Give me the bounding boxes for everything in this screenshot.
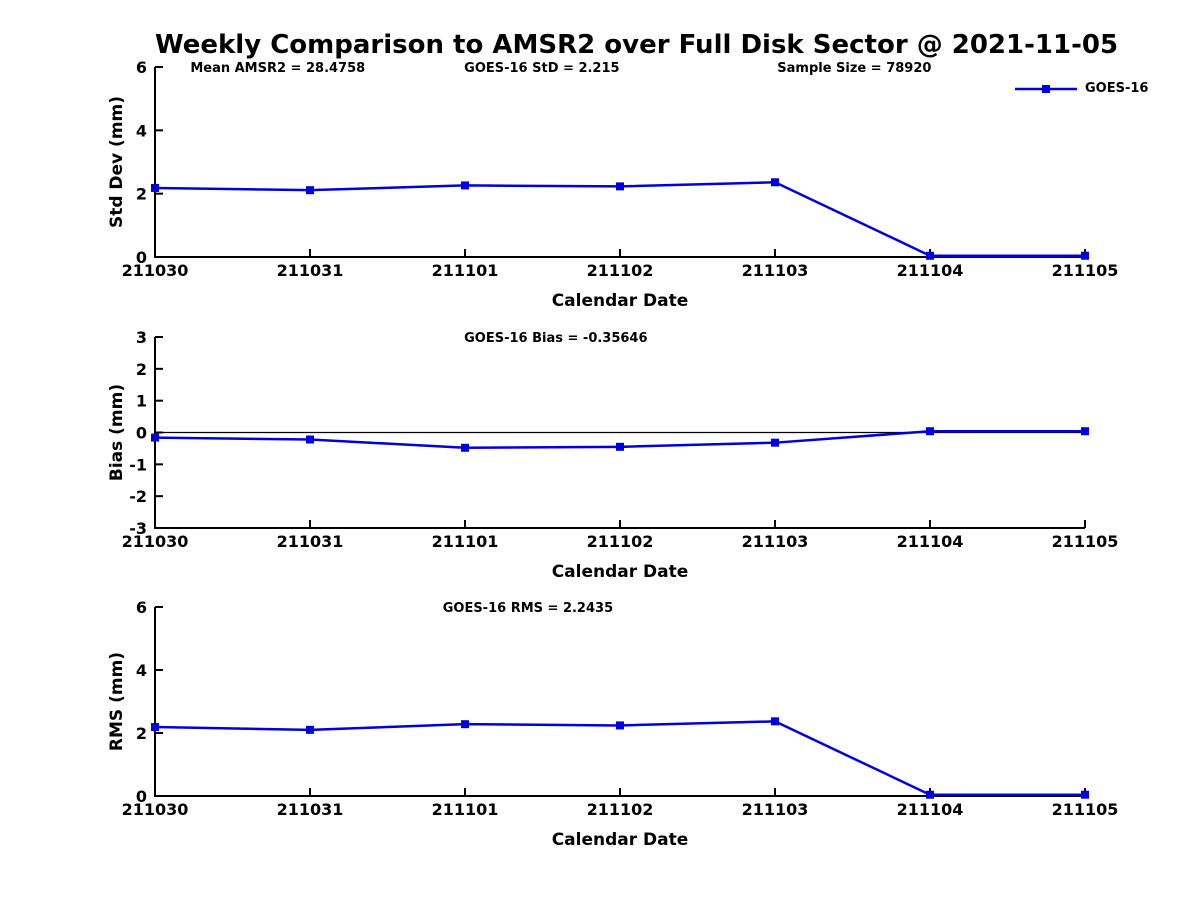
y-tick-label: -2 bbox=[129, 487, 147, 506]
legend: GOES-16 bbox=[1014, 81, 1148, 96]
x-tick-label: 211101 bbox=[432, 800, 499, 819]
rms-data-point-marker bbox=[616, 721, 624, 730]
rms-data-point-marker bbox=[771, 717, 779, 726]
y-tick-label: 6 bbox=[136, 58, 147, 77]
bias-data-point-marker bbox=[1081, 427, 1089, 436]
std-dev-yaxis-label: Std Dev (mm) bbox=[107, 96, 127, 228]
rms-data-point-marker bbox=[151, 723, 159, 732]
std-dev-data-point-marker bbox=[616, 182, 624, 191]
std-dev-series-line bbox=[154, 181, 1085, 257]
y-tick-label: 2 bbox=[136, 724, 147, 743]
x-tick-label: 211102 bbox=[587, 261, 654, 280]
y-tick-label: 6 bbox=[136, 598, 147, 617]
legend-label: GOES-16 bbox=[1085, 81, 1149, 96]
rms-xaxis-label: Calendar Date bbox=[552, 830, 689, 850]
x-tick-label: 211101 bbox=[432, 261, 499, 280]
y-tick-label: 2 bbox=[136, 185, 147, 204]
std-dev-axis-line bbox=[154, 67, 1085, 258]
std-dev-annotation: Mean AMSR2 = 28.4758 bbox=[190, 61, 365, 76]
y-tick-label: -1 bbox=[129, 455, 147, 474]
std-dev-annotation: GOES-16 StD = 2.215 bbox=[464, 61, 619, 76]
y-tick-label: 0 bbox=[136, 787, 147, 806]
bias-data-point-marker bbox=[461, 443, 469, 452]
x-tick-label: 211104 bbox=[897, 261, 964, 280]
bias-data-point-marker bbox=[771, 438, 779, 447]
y-tick-label: 4 bbox=[136, 121, 147, 140]
x-tick-label: 211101 bbox=[432, 532, 499, 551]
x-tick-label: 211102 bbox=[587, 532, 654, 551]
y-tick-label: 1 bbox=[136, 392, 147, 411]
std-dev-data-point-marker bbox=[771, 178, 779, 187]
legend-line-marker-icon bbox=[1015, 84, 1077, 93]
x-tick-label: 211103 bbox=[742, 532, 809, 551]
x-tick-label: 211105 bbox=[1052, 261, 1119, 280]
std-dev-annotation: Sample Size = 78920 bbox=[777, 61, 931, 76]
y-tick-label: 2 bbox=[136, 360, 147, 379]
std-dev-data-point-marker bbox=[306, 186, 314, 195]
y-tick-label: 0 bbox=[136, 248, 147, 267]
std-dev-data-point-marker bbox=[151, 183, 159, 192]
bias-xaxis-label: Calendar Date bbox=[552, 562, 689, 582]
bias-annotation: GOES-16 Bias = -0.35646 bbox=[464, 331, 647, 346]
x-tick-label: 211102 bbox=[587, 800, 654, 819]
rms-axis-line bbox=[154, 607, 1085, 797]
x-tick-label: 211031 bbox=[277, 800, 344, 819]
bias-data-point-marker bbox=[926, 427, 934, 436]
rms-yaxis-label: RMS (mm) bbox=[107, 652, 127, 751]
bias-data-point-marker bbox=[306, 435, 314, 444]
std-dev-xaxis-label: Calendar Date bbox=[552, 291, 689, 311]
figure-title: Weekly Comparison to AMSR2 over Full Dis… bbox=[155, 30, 1119, 60]
std-dev-data-point-marker bbox=[461, 181, 469, 190]
rms-data-point-marker bbox=[306, 725, 314, 734]
x-tick-label: 211105 bbox=[1052, 532, 1119, 551]
x-tick-label: 211105 bbox=[1052, 800, 1119, 819]
bias-yaxis-label: Bias (mm) bbox=[107, 384, 127, 481]
x-tick-label: 211030 bbox=[122, 800, 189, 819]
rms-data-point-marker bbox=[1081, 790, 1089, 799]
rms-annotation: GOES-16 RMS = 2.2435 bbox=[443, 601, 613, 616]
x-tick-label: 211031 bbox=[277, 532, 344, 551]
y-tick-label: -3 bbox=[129, 519, 147, 538]
rms-data-point-marker bbox=[461, 720, 469, 729]
x-tick-label: 211104 bbox=[897, 800, 964, 819]
bias-data-point-marker bbox=[151, 433, 159, 442]
rms-series-line bbox=[154, 720, 1085, 796]
y-tick-label: 4 bbox=[136, 661, 147, 680]
x-tick-label: 211030 bbox=[122, 261, 189, 280]
std-dev-data-point-marker bbox=[926, 251, 934, 260]
x-tick-label: 211031 bbox=[277, 261, 344, 280]
bias-data-point-marker bbox=[616, 442, 624, 451]
std-dev-data-point-marker bbox=[1081, 251, 1089, 260]
y-tick-label: 3 bbox=[136, 328, 147, 347]
y-tick-label: 0 bbox=[136, 424, 147, 443]
rms-data-point-marker bbox=[926, 790, 934, 799]
x-tick-label: 211104 bbox=[897, 532, 964, 551]
x-tick-label: 211103 bbox=[742, 800, 809, 819]
x-tick-label: 211103 bbox=[742, 261, 809, 280]
x-tick-label: 211030 bbox=[122, 532, 189, 551]
